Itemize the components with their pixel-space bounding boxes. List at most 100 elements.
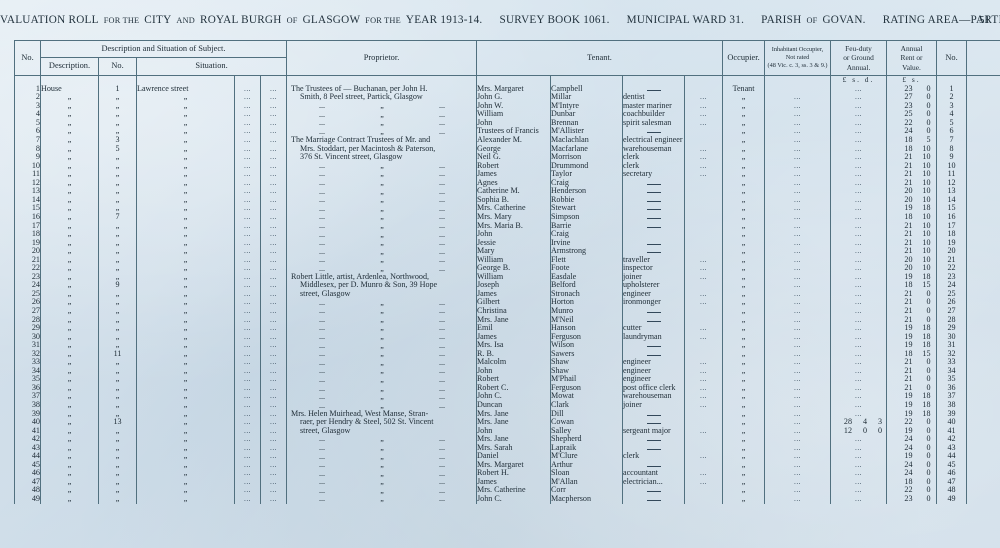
table-row[interactable]: 43 „ „ „...... Mrs. Sarah Lapraik „...... 24 0 43 — [14, 442, 1000, 453]
table-row[interactable]: 14 „ „ „...... Sophia B. Robbie „...... 20 10 14 — [14, 195, 1000, 205]
feu-dots: ... — [854, 109, 863, 119]
table-row[interactable]: 44 „ „ „...... Daniel M'Clure clerk... „...... 1… — [14, 451, 1000, 461]
cell-tenant-occupation — [622, 306, 685, 316]
table-row[interactable]: 20 „ „ „...... Mary Armstrong „...... 21 10 20 — [14, 246, 1000, 256]
masthead-survey-book: SURVEY BOOK 1061. — [499, 14, 610, 26]
th-proprietor: Proprietor. — [286, 40, 477, 76]
table-row[interactable]: 18 „ „ „...... John Craig „...... 21 10 18 — [14, 229, 1000, 239]
proprietor-line: street, Glasgow — [300, 425, 351, 435]
table-row[interactable]: 25 „ „ „...... James Stronach engineer... „....… — [14, 289, 1000, 299]
table-row[interactable]: 5 „ „ „...... John Brennan spirit salesman... „… — [14, 118, 1000, 128]
annual-shillings: 0 — [926, 365, 931, 375]
table-row[interactable]: 38 „ „ „...... Duncan Clark joiner... „...... 19… — [14, 399, 1000, 410]
table-row[interactable]: 27 „ „ „...... Christina Munro „...... 21 0 27 — [14, 306, 1000, 316]
cell-tenant-occupation: secretary — [622, 170, 685, 179]
table-row[interactable]: 32 „ 11 „...... R. B. Sawers „...... 18 15 32 — [14, 349, 1000, 359]
feu-dots: ... — [854, 246, 863, 256]
table-row[interactable]: 45 „ „ „...... Mrs. Margaret Arthur „...... 24 0… — [14, 460, 1000, 470]
em-dash — [646, 248, 661, 254]
table-row[interactable]: 13 „ „ „...... Catherine M. Henderson „...... 2… — [14, 187, 1000, 196]
masthead-city: CITY — [144, 14, 172, 26]
feu-dots: ... — [854, 340, 863, 350]
table-header: No. Description and Situation of Subject… — [14, 39, 1000, 76]
table-row[interactable]: 8 „ 5 „...... George Macfarlane warehouseman..… — [14, 144, 1000, 154]
feu-dots: ... — [854, 451, 863, 461]
table-row[interactable]: 7 „ 3 „...... The Marriage Contract Trustees… — [14, 135, 1000, 273]
annual-shillings: 18 — [922, 391, 931, 401]
masthead-and: AND — [176, 16, 195, 25]
annual-shillings: 18 — [922, 399, 931, 409]
table-row[interactable]: 42 „ „ „...... Mrs. Jane Shepherd „...... 24 0 42 — [14, 435, 1000, 444]
table-row[interactable]: 46 „ „ „...... Robert H. Sloan accountant... „.… — [14, 469, 1000, 478]
table-row[interactable]: 17 „ „ „...... Mrs. Maria B. Barrie „...... 21 1… — [14, 221, 1000, 231]
table-row[interactable]: 37 „ „ „...... John C. Mowat warehouseman... „.… — [14, 391, 1000, 401]
table-row[interactable]: 33 „ „ „...... Malcolm Shaw engineer... „......… — [14, 357, 1000, 367]
table-row[interactable]: 24 „ 9 „...... Joseph Belford upholsterer „....… — [14, 281, 1000, 290]
feu-dots: ... — [854, 374, 863, 384]
annual-shillings: 0 — [926, 357, 931, 367]
table-row[interactable]: 19 „ „ „...... Jessie Irvine „...... 21 10 19 — [14, 238, 1000, 248]
table-row[interactable]: 34 „ „ „...... John Shaw engineer... „...... 21 0… — [14, 365, 1000, 376]
table-row[interactable]: 35 „ „ „...... Robert M'Phail engineer... „....… — [14, 374, 1000, 384]
annual-shillings: 5 — [926, 135, 931, 145]
proprietor-ditto: ... „... — [318, 118, 446, 128]
table-row[interactable]: 49 „ „ „...... John C. Macpherson „...... 23 0 49 — [14, 494, 1000, 504]
cell-tenant-dots — [683, 187, 724, 196]
cell-tenant-occupation — [622, 187, 685, 196]
table-row[interactable]: 6 „ „ „...... Trustees of Francis M'Allister „… — [14, 127, 1000, 137]
cell-remarks — [966, 212, 1000, 222]
table-row[interactable]: 47 „ „ „...... James M'Allan electrician......… — [14, 477, 1000, 487]
table-row[interactable]: 48 „ „ „...... Mrs. Catherine Corr „...... 22 0 4… — [14, 486, 1000, 495]
table-row[interactable]: 1 House 1 Lawrence street...... The Trustees… — [14, 83, 1000, 137]
annual-shillings: 10 — [922, 160, 931, 170]
annual-shillings: 10 — [922, 211, 931, 221]
table-row[interactable]: 28 „ „ „...... Mrs. Jane M'Neil „...... 21 0 28 — [14, 315, 1000, 325]
table-row[interactable]: 31 „ „ „...... Mrs. Isa Wilson „...... 19 18 31 — [14, 340, 1000, 350]
feu-dots: ... — [854, 408, 863, 418]
annual-shillings: 0 — [926, 83, 931, 93]
feu-dots: ... — [854, 442, 863, 452]
cell-remarks — [966, 477, 1000, 487]
cell-tenant-occupation: joiner — [622, 401, 685, 410]
table-row[interactable]: 15 „ „ „...... Mrs. Catherine Stewart „...... 1… — [14, 203, 1000, 213]
proprietor-line: Mrs. Helen Muirhead, West Manse, Stran- — [291, 408, 429, 418]
table-row[interactable]: 2 „ „ „...... John G. Millar dentist... „......… — [14, 93, 1000, 102]
table-row[interactable]: 22 „ „ „...... George B. Foote inspector... „..… — [14, 264, 1000, 273]
table-row[interactable]: 11 „ „ „...... James Taylor secretary... „.....… — [14, 169, 1000, 179]
em-dash — [646, 223, 661, 228]
cell-tenant-dots — [683, 306, 724, 316]
table-row[interactable]: 23 „ „ „...... Robert Little, artist, Ardenl… — [14, 272, 1000, 410]
table-row[interactable]: 29 „ „ „...... Emil Hanson cutter... „...... 19 1… — [14, 323, 1000, 333]
cell-tenant-dots: ... — [683, 93, 724, 102]
table-row[interactable]: 30 „ „ „...... James Ferguson laundryman... „..… — [14, 332, 1000, 342]
annual-shillings: 0 — [926, 442, 931, 452]
cell-tenant-dots: ... — [683, 452, 724, 461]
cell-tenant-dots: ... — [683, 153, 724, 162]
table-row[interactable]: 12 „ „ „...... Agnes Craig „...... 21 10 12 — [14, 177, 1000, 188]
table-row[interactable]: 26 „ „ „...... Gilbert Horton ironmonger... „..… — [14, 298, 1000, 307]
table-row[interactable]: 4 „ „ „...... William Dunbar coachbuilder... „.… — [14, 109, 1000, 119]
table-row[interactable]: 16 „ 7 „...... Mrs. Mary Simpson „...... 18 10 16 — [14, 211, 1000, 222]
cell-tenant-dots — [683, 247, 724, 256]
table-row[interactable]: 10 „ „ „...... Robert Drummond clerk... „......… — [14, 160, 1000, 171]
table-row[interactable]: 36 „ „ „...... Robert C. Ferguson post office … — [14, 383, 1000, 393]
th-description-situation-group: Description and Situation of Subject. — [40, 39, 287, 59]
annual-shillings: 10 — [922, 177, 931, 187]
table-row[interactable]: 40 „ 13 „...... Mrs. Jane Cowan „... 28 4 3 22 0 40 — [14, 417, 1000, 427]
th-remarks: Remarks. — [966, 40, 1000, 76]
annual-pounds: 19 — [904, 391, 913, 401]
table-row[interactable]: 41 „ „ „...... John Salley sergeant major... „.… — [14, 426, 1000, 436]
table-row[interactable]: 9 „ „ „...... Neil G. Morrison clerk... „......… — [14, 153, 1000, 162]
annual-pounds: 19 — [904, 340, 913, 350]
em-dash — [646, 308, 661, 313]
table-row[interactable]: 39 „ „ „...... Mrs. Helen Muirhead, West Man… — [14, 408, 1000, 504]
proprietor-line: 376 St. Vincent street, Glasgow — [300, 152, 403, 162]
th-inhabitant-line1: Inhabitant Occupier, — [771, 46, 824, 54]
annual-shillings: 10 — [922, 229, 931, 239]
annual-shillings: 10 — [922, 169, 931, 179]
annual-shillings: 18 — [922, 203, 931, 213]
table-row[interactable]: 21 „ „ „...... William Flett traveller... „....… — [14, 254, 1000, 265]
th-no-right: No. — [936, 40, 968, 76]
feu-dots: ... — [854, 254, 863, 264]
table-row[interactable]: 3 „ „ „...... John W. M'Intyre master mariner.… — [14, 101, 1000, 111]
